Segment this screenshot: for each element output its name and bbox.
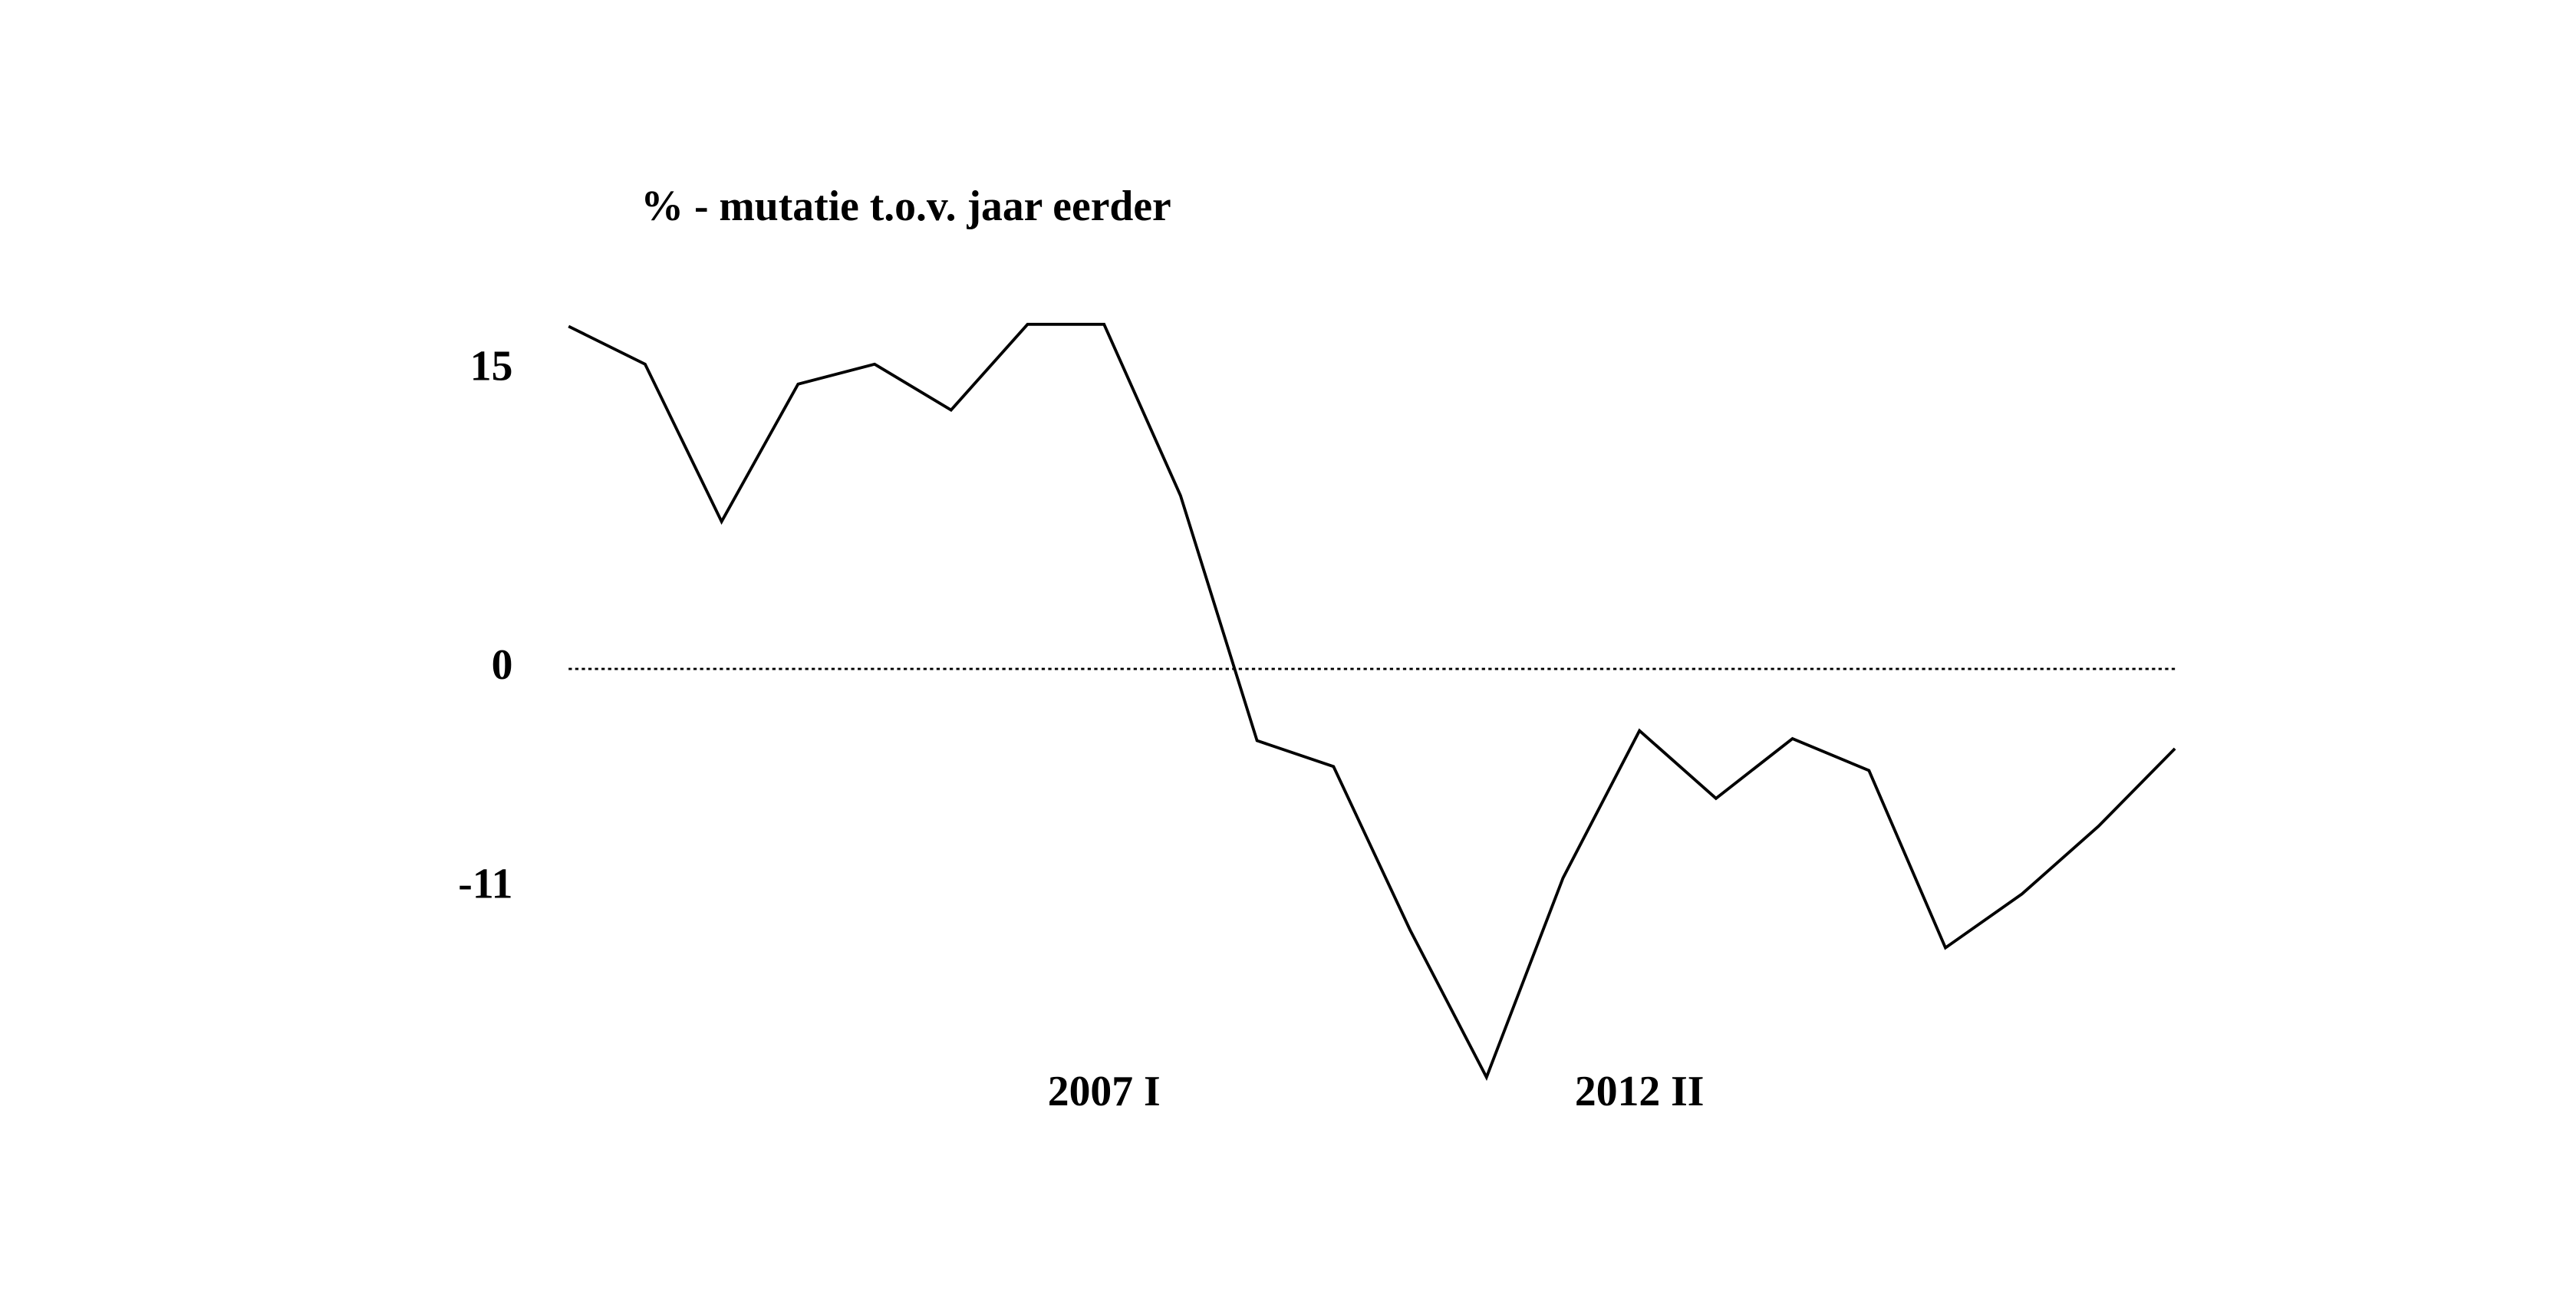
y-tick-label: 15 [470, 342, 513, 390]
x-tick-label: 2007 I [1048, 1068, 1161, 1115]
y-tick-label: 0 [492, 641, 513, 689]
y-tick-label: -11 [458, 860, 512, 907]
y-axis-label: % - mutatie t.o.v. jaar eerder [641, 183, 1171, 230]
x-tick-label: 2012 II [1575, 1068, 1705, 1115]
line [568, 322, 2176, 1082]
